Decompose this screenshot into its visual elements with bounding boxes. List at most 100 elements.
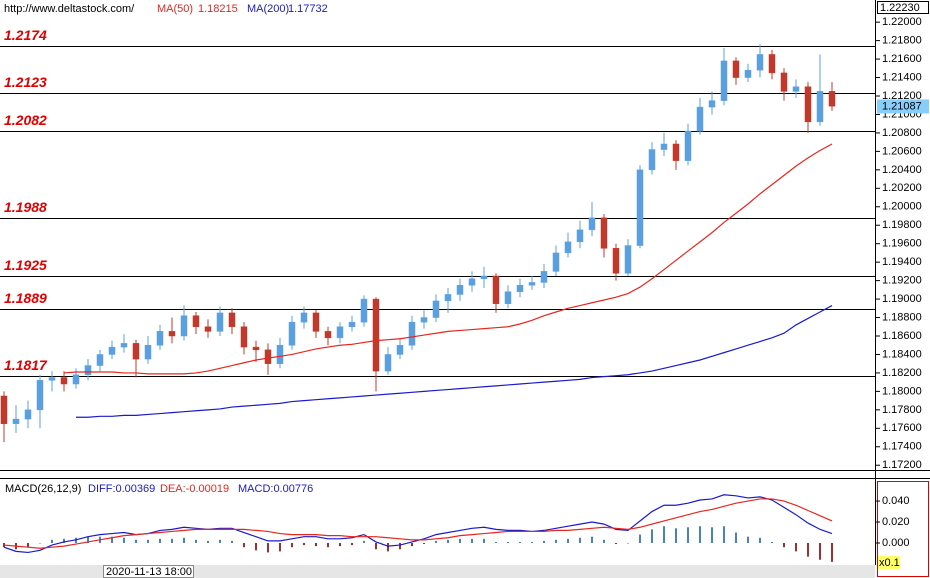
y-tick-label: 1.20000 [882, 201, 922, 213]
candle-body [252, 346, 260, 351]
macd-bar [831, 542, 833, 562]
candle-body [120, 343, 128, 348]
candle-body [648, 149, 656, 171]
macd-bar [327, 542, 329, 548]
y-tick-label: 1.19800 [882, 219, 922, 231]
macd-bar [147, 539, 149, 543]
time-strip [0, 565, 875, 578]
macd-bar [291, 542, 293, 548]
macd-bar [579, 537, 581, 543]
scale-box [878, 556, 900, 569]
y-tick-label: 1.19600 [882, 238, 922, 250]
candle-body [540, 271, 548, 283]
candle-body [156, 331, 164, 346]
candle-body [168, 331, 176, 337]
y-tick-label: 1.19200 [882, 275, 922, 287]
macd-bar [27, 542, 29, 548]
top-price: 1.22230 [880, 2, 920, 14]
candle-body [408, 321, 416, 346]
candle-body [456, 284, 464, 295]
macd-bar [207, 540, 209, 543]
macd-legend: DEA:-0.00019 [160, 483, 229, 495]
macd-bar [63, 538, 65, 543]
macd-bar [759, 537, 761, 543]
candle-body [276, 344, 284, 364]
price-box [877, 1, 929, 14]
candle-body [792, 86, 800, 92]
candle-body [720, 60, 728, 101]
macd-bar [315, 542, 317, 547]
y-tick-label: 1.18200 [882, 367, 922, 379]
y-tick-label: 1.18800 [882, 311, 922, 323]
candle-body [504, 291, 512, 304]
y-tick-label: 1.20400 [882, 164, 922, 176]
macd-bar [639, 534, 641, 543]
ma-line [76, 305, 833, 418]
macd-bar [447, 539, 449, 543]
candle-body [828, 91, 836, 107]
legend-value: 1.18215 [198, 3, 238, 15]
candle-body [600, 217, 608, 249]
macd-bar [795, 542, 797, 552]
macd-bar [507, 541, 509, 543]
macd-bar [567, 538, 569, 543]
candle-body [576, 229, 584, 243]
last-price: 1.21087 [882, 100, 922, 112]
y-tick-label: 1.19000 [882, 293, 922, 305]
level-label: 1.2174 [4, 27, 47, 43]
macd-bar [303, 542, 305, 546]
y-tick-label: 1.18000 [882, 385, 922, 397]
ma-line [63, 143, 833, 375]
macd-bar [399, 542, 401, 550]
y-tick-label: 1.21400 [882, 71, 922, 83]
level-label: 1.1817 [4, 357, 48, 373]
legend-name: MA(50) [157, 3, 193, 15]
candle-body [144, 344, 152, 360]
y-tick-label: 1.21200 [882, 90, 922, 102]
legend-name: MA(200) [247, 3, 289, 15]
candle-body [396, 344, 404, 355]
candle-body [300, 312, 308, 323]
macd-bar [423, 542, 425, 545]
level-label: 1.2082 [4, 112, 47, 128]
candle-body [384, 354, 392, 372]
candle-body [324, 331, 332, 339]
macd-bar [531, 541, 533, 543]
macd-bar [87, 536, 89, 543]
candle-body [672, 143, 680, 161]
candle-body [180, 315, 188, 337]
macd-bar [519, 541, 521, 543]
macd-bar [591, 536, 593, 543]
candle-body [780, 72, 788, 92]
macd-bar [735, 532, 737, 543]
candle-body [96, 354, 104, 366]
y-tick-label: 1.18400 [882, 348, 922, 360]
macd-bar [651, 529, 653, 543]
level-label: 1.2123 [4, 74, 47, 90]
macd-bar [411, 542, 413, 547]
candle-body [24, 409, 32, 420]
candle-body [36, 380, 44, 411]
candle-body [552, 252, 560, 272]
candle-body [348, 321, 356, 328]
y-tick-label: 0.040 [882, 495, 910, 507]
candle-body [0, 395, 8, 424]
candle-body [228, 312, 236, 328]
macd-bar [159, 538, 161, 543]
macd-bar [723, 526, 725, 543]
macd-bar [783, 542, 785, 548]
candle-body [204, 326, 212, 332]
level-label: 1.1889 [4, 290, 47, 306]
candle-body [732, 60, 740, 78]
candle-body [216, 312, 224, 332]
candle-body [756, 54, 764, 71]
macd-bar [171, 538, 173, 543]
candle-body [312, 312, 320, 332]
macd-title: MACD(26,12,9) [5, 483, 81, 495]
level-label: 1.1925 [4, 257, 47, 273]
macd-bar [39, 542, 41, 544]
scale-label: x0.1 [879, 557, 900, 569]
candle-body [528, 282, 536, 286]
macd-bar [339, 542, 341, 547]
candle-body [12, 418, 20, 424]
